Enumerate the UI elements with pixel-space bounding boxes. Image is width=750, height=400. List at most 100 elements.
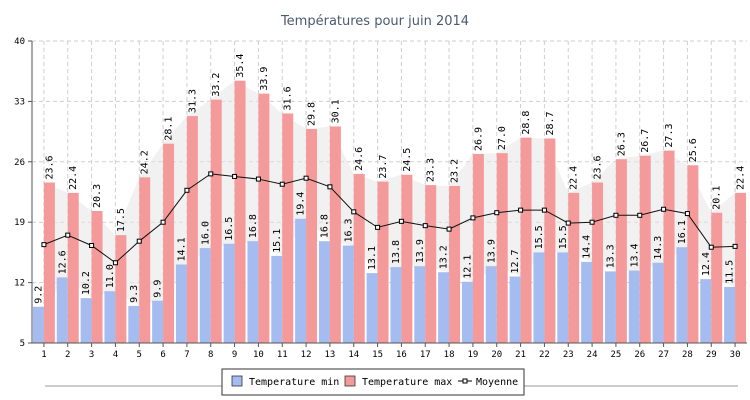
average-point: [565, 220, 571, 226]
bar-min: [366, 273, 378, 343]
bar-max: [258, 93, 270, 344]
bar-max-label: 33.9: [259, 67, 270, 91]
x-tick-label: 7: [184, 350, 189, 360]
bar-max: [615, 159, 627, 343]
bar-min: [80, 298, 92, 343]
bar-max-label: 35.4: [235, 54, 246, 78]
bar-max: [449, 185, 461, 343]
bar-max: [353, 173, 365, 343]
bar-max-label: 23.3: [426, 158, 437, 182]
average-point: [327, 184, 333, 190]
bar-min: [581, 261, 593, 343]
x-tick-label: 16: [396, 350, 407, 360]
bar-min: [604, 271, 616, 343]
x-tick-label: 21: [515, 350, 526, 360]
average-point: [136, 238, 142, 244]
bar-min-label: 16.0: [200, 221, 211, 245]
bar-max-label: 25.6: [688, 138, 699, 162]
bar-max-label: 24.6: [354, 147, 365, 171]
bar-max: [306, 129, 318, 343]
bar-min: [247, 241, 259, 343]
average-point: [303, 175, 309, 181]
bar-min-label: 13.9: [415, 239, 426, 263]
x-tick-label: 28: [682, 350, 693, 360]
average-point: [494, 210, 500, 216]
bar-max: [592, 182, 604, 343]
average-point: [65, 232, 71, 238]
bar-max-label: 29.8: [307, 102, 318, 126]
x-tick-label: 26: [634, 350, 645, 360]
bar-max: [329, 126, 341, 344]
bar-min-label: 14.4: [582, 235, 593, 259]
x-tick-label: 14: [348, 350, 359, 360]
bar-min-label: 12.1: [462, 255, 473, 279]
average-point: [518, 207, 524, 213]
bar-min-label: 13.9: [486, 239, 497, 263]
average-point: [684, 211, 690, 217]
bar-min: [295, 218, 307, 343]
bar-min: [152, 300, 164, 343]
average-point: [112, 260, 118, 266]
bar-min-label: 14.1: [176, 237, 187, 261]
bar-min: [533, 252, 545, 343]
bar-max-label: 23.6: [593, 155, 604, 179]
bar-max: [711, 212, 723, 343]
bar-max-label: 23.2: [450, 159, 461, 183]
bar-max-label: 27.0: [497, 126, 508, 150]
average-point: [255, 176, 261, 182]
bar-min-label: 9.9: [153, 280, 164, 298]
bar-min-label: 16.8: [319, 214, 330, 238]
bar-min-label: 13.8: [391, 240, 402, 264]
bar-min-label: 16.1: [677, 220, 688, 244]
bar-min-label: 16.8: [248, 214, 259, 238]
x-tick-label: 25: [610, 350, 621, 360]
y-tick-label: 26: [14, 158, 25, 168]
x-tick-label: 22: [539, 350, 550, 360]
bar-min-label: 9.2: [33, 286, 44, 304]
average-point: [541, 207, 547, 213]
bar-max: [234, 80, 246, 343]
bar-max: [43, 182, 55, 343]
bar-min: [652, 262, 664, 343]
bar-min: [676, 247, 688, 343]
bar-min: [271, 255, 283, 343]
x-tick-label: 9: [232, 350, 237, 360]
x-tick-label: 10: [253, 350, 264, 360]
bar-max-label: 24.2: [140, 150, 151, 174]
bar-max: [186, 116, 198, 343]
bar-min: [104, 291, 116, 343]
bar-min-label: 13.2: [439, 245, 450, 269]
x-tick-label: 23: [563, 350, 574, 360]
average-point: [422, 223, 428, 229]
bar-min-label: 10.2: [81, 271, 92, 295]
x-tick-label: 6: [160, 350, 165, 360]
y-tick-label: 19: [14, 218, 25, 228]
average-point: [589, 219, 595, 225]
x-tick-label: 4: [113, 350, 118, 360]
x-tick-label: 18: [444, 350, 455, 360]
x-tick-label: 3: [89, 350, 94, 360]
y-tick-label: 12: [14, 279, 25, 289]
bar-max: [115, 235, 127, 343]
x-tick-label: 24: [587, 350, 598, 360]
bar-min: [32, 306, 44, 343]
bar-max-label: 22.4: [736, 166, 747, 190]
bar-max-label: 28.8: [521, 111, 532, 135]
bar-max: [91, 210, 103, 343]
bar-min-label: 14.3: [653, 236, 664, 260]
legend-swatch-max: [344, 375, 356, 387]
x-tick-label: 19: [467, 350, 478, 360]
bar-max-label: 31.6: [283, 86, 294, 110]
bar-min: [700, 279, 712, 343]
x-tick-label: 13: [324, 350, 335, 360]
bar-min: [342, 245, 354, 343]
bar-min: [223, 243, 235, 343]
average-point: [375, 224, 381, 230]
bar-min-label: 15.1: [272, 229, 283, 253]
bar-max: [568, 192, 580, 343]
bar-max-label: 22.4: [569, 166, 580, 190]
bar-min-label: 13.4: [629, 243, 640, 267]
bar-max-label: 22.4: [68, 166, 79, 190]
bar-max: [520, 137, 532, 343]
